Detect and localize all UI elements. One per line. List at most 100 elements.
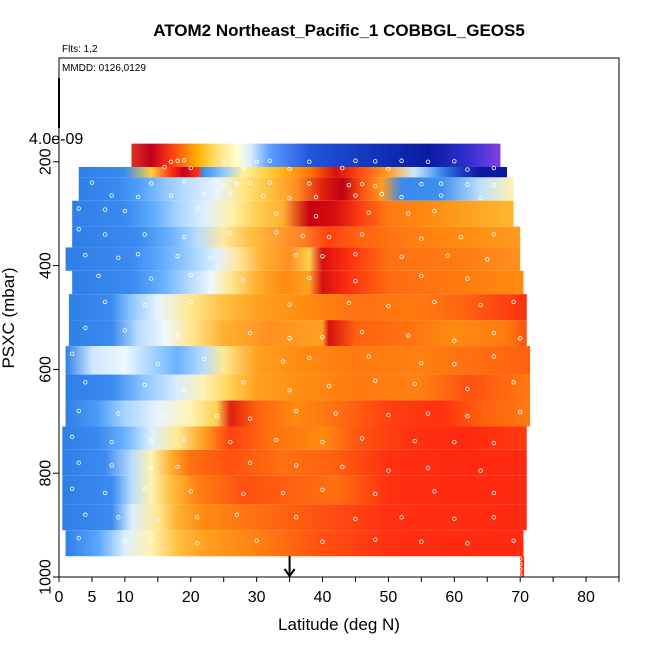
data-point	[142, 232, 147, 237]
data-point	[313, 214, 319, 219]
data-point	[373, 537, 378, 542]
x-tick-label: 0	[55, 589, 64, 606]
heatmap-layer	[72, 226, 521, 248]
data-point	[465, 541, 470, 546]
data-point	[405, 211, 411, 216]
data-point	[511, 380, 516, 385]
data-point	[116, 411, 121, 416]
data-point	[241, 380, 246, 385]
data-point	[399, 194, 404, 200]
data-point	[307, 159, 312, 164]
data-point	[425, 465, 431, 471]
data-point	[399, 158, 404, 163]
data-point	[109, 193, 114, 198]
data-point	[419, 236, 424, 241]
data-point	[452, 516, 457, 522]
data-point	[517, 336, 523, 341]
data-point	[452, 338, 457, 344]
data-point	[89, 180, 95, 185]
data-point	[254, 538, 259, 543]
data-point	[181, 387, 187, 393]
data-point	[195, 206, 200, 211]
data-point	[274, 230, 279, 235]
x-axis-label: Latitude (deg N)	[278, 615, 400, 634]
observation-points	[69, 158, 523, 577]
data-point	[122, 538, 128, 543]
heatmap-layer	[65, 400, 531, 427]
data-point	[274, 437, 279, 443]
data-point	[458, 234, 464, 240]
data-point	[425, 411, 431, 416]
data-point	[359, 436, 365, 441]
data-point	[419, 539, 424, 544]
data-point	[340, 165, 345, 171]
data-point	[511, 538, 516, 543]
x-tick-label: 80	[577, 589, 595, 606]
data-point	[491, 440, 497, 446]
x-tick-label: 70	[511, 589, 529, 606]
data-point	[175, 333, 180, 338]
data-point	[181, 158, 187, 163]
data-point	[287, 166, 292, 172]
data-point	[214, 413, 220, 419]
data-point	[340, 464, 345, 470]
data-point	[320, 254, 325, 259]
data-point	[333, 411, 338, 416]
data-point	[102, 490, 108, 496]
data-point	[188, 272, 193, 278]
data-point	[116, 515, 121, 520]
data-point	[412, 438, 417, 444]
data-point	[267, 158, 273, 163]
heatmap-layer	[72, 200, 514, 227]
data-point	[517, 561, 523, 567]
x-tick-label: 50	[380, 589, 398, 606]
data-point	[320, 487, 325, 493]
data-point	[76, 535, 81, 541]
heatmap-layer	[78, 166, 507, 178]
data-point	[228, 192, 233, 197]
data-point	[386, 303, 391, 309]
data-point	[465, 182, 470, 187]
data-point	[247, 460, 253, 466]
data-point	[247, 180, 253, 186]
data-point	[287, 387, 292, 393]
data-point	[241, 491, 246, 497]
data-point	[195, 541, 200, 546]
flights-label: Flts: 1,2	[62, 44, 98, 55]
data-point	[346, 300, 352, 306]
y-axis: 200 400 600 800 1000	[38, 148, 59, 595]
data-point	[195, 515, 200, 520]
data-point	[432, 208, 437, 214]
y-tick-label: 400	[38, 252, 55, 279]
data-point	[293, 408, 299, 414]
data-point	[313, 194, 319, 200]
data-point	[425, 159, 431, 164]
data-point	[175, 464, 180, 470]
data-point	[373, 378, 378, 384]
data-point	[491, 515, 497, 520]
data-point	[181, 234, 187, 240]
data-point	[149, 537, 154, 542]
data-point	[452, 439, 457, 445]
data-point	[142, 382, 147, 388]
data-point	[485, 257, 490, 262]
data-point	[221, 182, 226, 188]
x-tick-label: 5	[87, 589, 96, 606]
heatmap-layer	[62, 449, 527, 476]
data-point	[109, 439, 114, 445]
data-point	[517, 572, 523, 577]
y-tick-label: 800	[38, 460, 55, 487]
heatmap-layer	[65, 346, 531, 375]
data-point	[267, 180, 273, 185]
data-point	[102, 299, 108, 305]
data-point	[366, 210, 371, 215]
chart-title: ATOM2 Northeast_Pacific_1 COBBGL_GEOS5	[153, 21, 525, 40]
data-point	[359, 329, 365, 335]
data-point	[155, 517, 161, 523]
data-point	[419, 273, 424, 279]
data-point	[517, 567, 523, 572]
data-point	[254, 159, 259, 164]
data-point	[261, 193, 266, 199]
data-point	[181, 179, 187, 184]
